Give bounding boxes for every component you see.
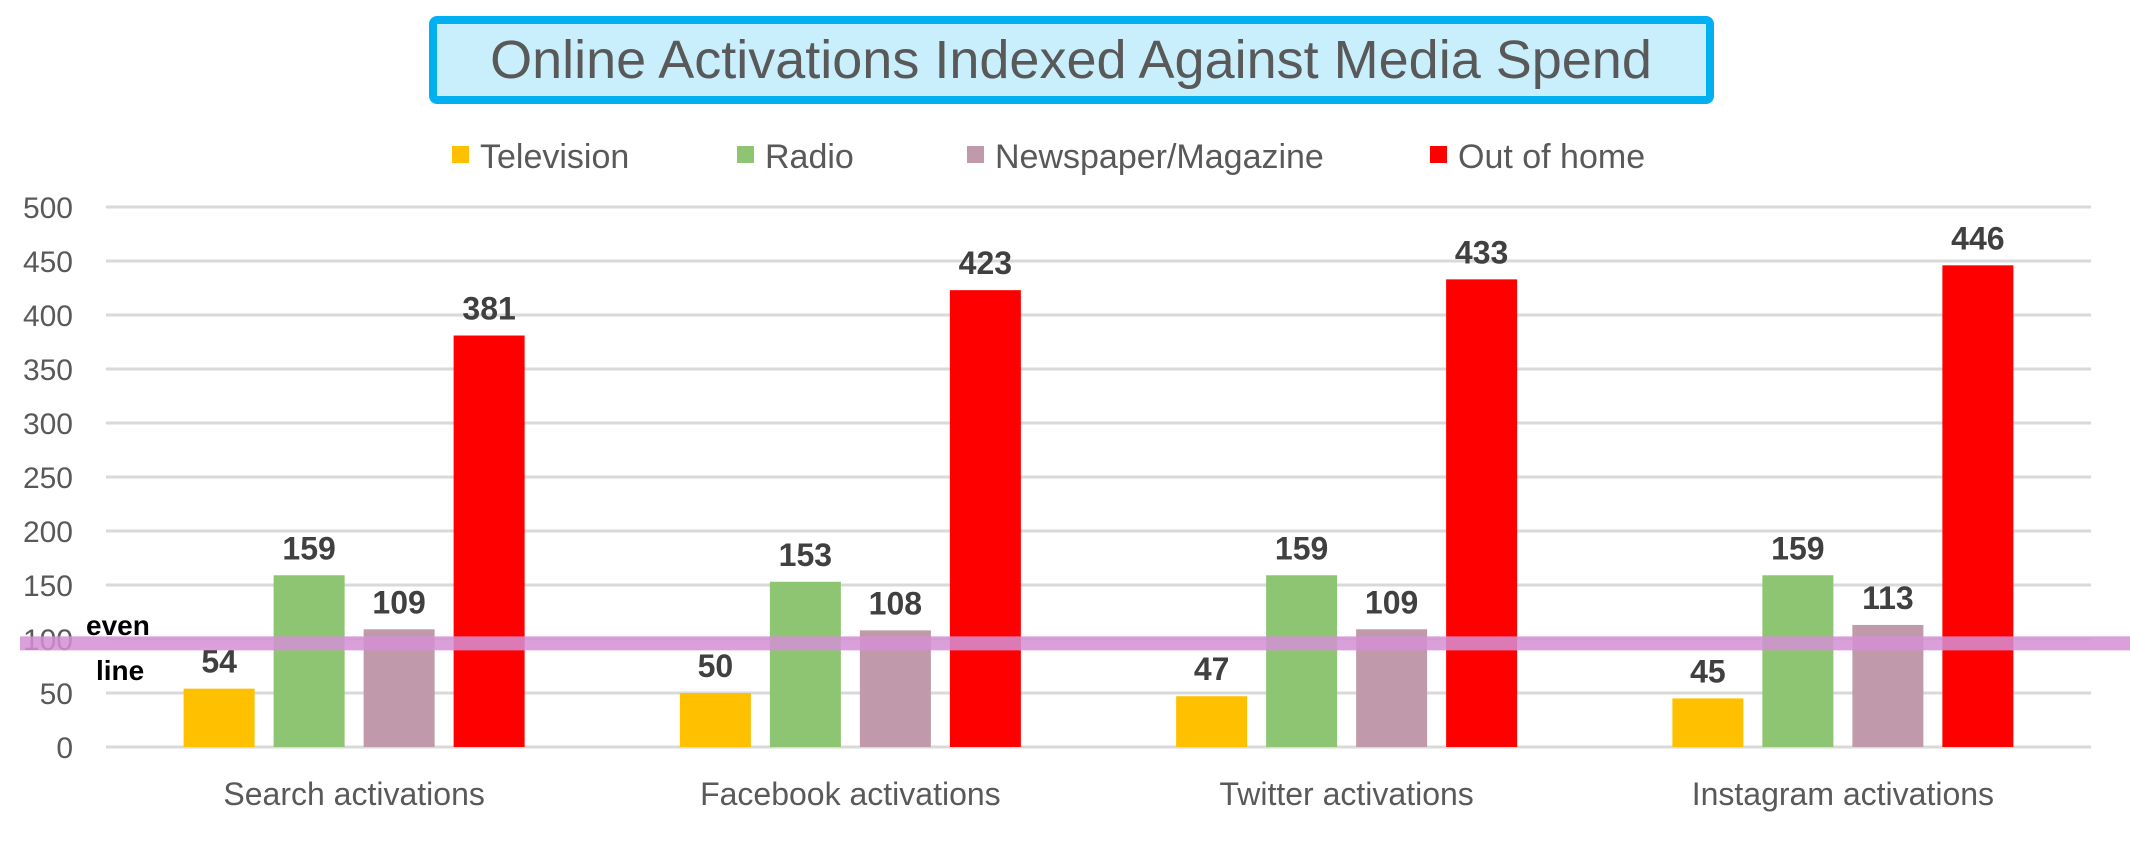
legend-swatch [452,146,469,163]
legend-label: Out of home [1458,138,1645,176]
even-line-label: even [86,610,150,641]
legend-swatch [1430,146,1447,163]
legend-label: Newspaper/Magazine [995,138,1324,176]
bar [769,581,841,747]
data-label: 109 [372,584,425,620]
title-box-border [429,16,1714,104]
category-label: Instagram activations [1692,776,1994,812]
category-label: Facebook activations [700,776,1001,812]
data-label: 153 [779,537,832,573]
y-tick-label: 450 [23,246,73,279]
chart-title-box: Online Activations Indexed Against Media… [429,16,1714,104]
bar [949,290,1021,747]
data-label: 423 [959,245,1012,281]
y-tick-label: 300 [23,408,73,441]
data-label: 159 [1275,530,1328,566]
y-tick-label: 500 [23,192,73,225]
category-label: Search activations [223,776,484,812]
y-tick-label: 350 [23,354,73,387]
bar [1762,575,1834,747]
data-label: 108 [869,585,922,621]
y-tick-label: 150 [23,570,73,603]
bar [1446,279,1518,747]
bar [453,335,525,747]
y-tick-label: 250 [23,462,73,495]
data-label: 113 [1862,580,1914,616]
data-label: 381 [462,291,515,327]
data-label: 109 [1365,584,1418,620]
bars: 5415910938150153108423471591094334515911… [183,220,2014,747]
data-label: 47 [1194,651,1230,687]
data-label: 433 [1455,234,1508,270]
data-label: 45 [1690,653,1726,689]
data-label: 159 [282,530,335,566]
data-label: 159 [1771,530,1824,566]
category-label: Twitter activations [1219,776,1473,812]
y-tick-label: 50 [40,678,73,711]
even-line: even line [20,610,2130,686]
bar [1672,698,1744,747]
bar [273,575,345,747]
y-tick-label: 0 [56,732,73,765]
legend: Television Radio Newspaper/Magazine Out of … [452,138,1645,176]
legend-swatch [737,146,754,163]
bar [1942,265,2014,747]
bar [183,688,255,747]
even-line-label: line [96,655,144,686]
chart-title: Online Activations Indexed Against Media… [490,30,1652,90]
x-axis-labels: Search activations Facebook activations Tw… [223,776,1994,812]
data-label: 50 [698,648,734,684]
legend-label: Television [480,138,629,176]
bar [679,693,751,747]
data-label: 446 [1951,220,2004,256]
bar [1266,575,1338,747]
y-tick-label: 400 [23,300,73,333]
legend-swatch [967,146,984,163]
bar [1176,696,1248,747]
legend-label: Radio [765,138,854,176]
y-tick-label: 200 [23,516,73,549]
y-axis-ticks: 050100150200250300350400450500 [23,192,73,765]
